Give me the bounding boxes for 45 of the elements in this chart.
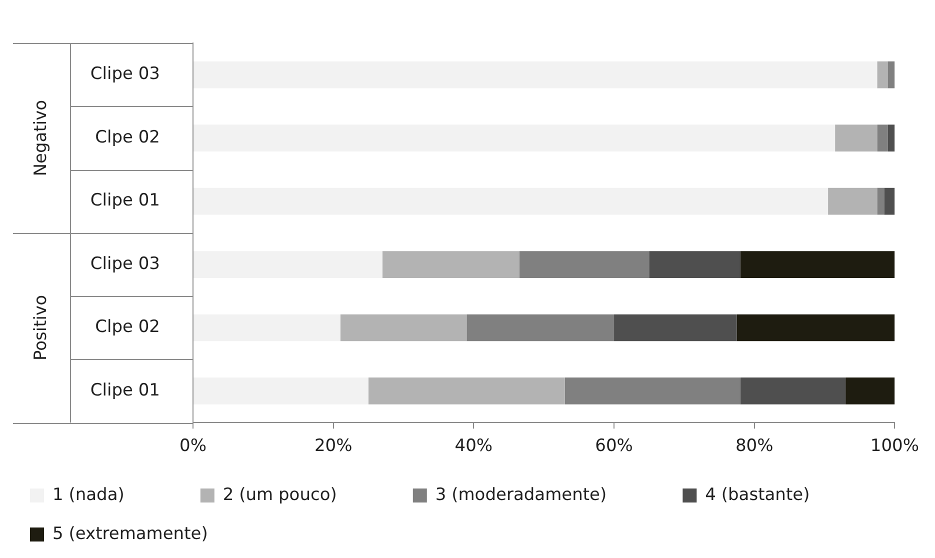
bar [740,378,846,404]
y-tick-label: Clpe 02 [95,317,160,338]
y-tick-label: Clpe 02 [95,127,160,148]
bar [888,124,895,152]
x-tick-label: 20% [314,436,352,456]
bar [368,378,565,404]
bar [736,314,895,342]
x-tick-label: 80% [735,436,774,456]
bar [614,314,737,342]
bar [194,378,368,404]
text: Negativo [30,100,51,176]
bar [877,61,888,88]
legend-label: 5 (extremamente) [52,524,262,544]
y-tick-label: Clipe 03 [90,254,160,274]
bar [519,251,650,278]
x-tick-label: 0% [180,436,206,456]
bar [835,124,878,152]
legend-label: 1 (nada) [52,484,178,505]
x-tick-label: 60% [595,436,633,456]
bar [340,314,467,342]
bar [194,188,828,215]
bar [194,314,340,342]
bar [877,188,884,215]
bar [740,251,895,278]
bar [877,124,888,152]
bar [194,61,878,88]
legend-label: 3 (moderadamente) [435,484,661,505]
y-tick-label: Clipe 01 [90,190,160,211]
x-tick-label: 100% [870,436,920,456]
bar [194,124,836,152]
y-tick-label: Clipe 01 [90,380,160,400]
bar [846,378,895,404]
bar [884,188,895,215]
bar [382,251,520,278]
bar [828,188,878,215]
legend-label: 2 (um pouco) [222,484,391,505]
x-tick-label: 40% [454,436,493,456]
bar [466,314,614,342]
bar [888,61,895,88]
bar [194,251,382,278]
bar [649,251,740,278]
legend-label: 4 (bastante) [705,484,864,505]
bar [564,378,740,404]
text: Positivo [30,295,51,360]
y-tick-label: Clipe 03 [90,64,160,84]
